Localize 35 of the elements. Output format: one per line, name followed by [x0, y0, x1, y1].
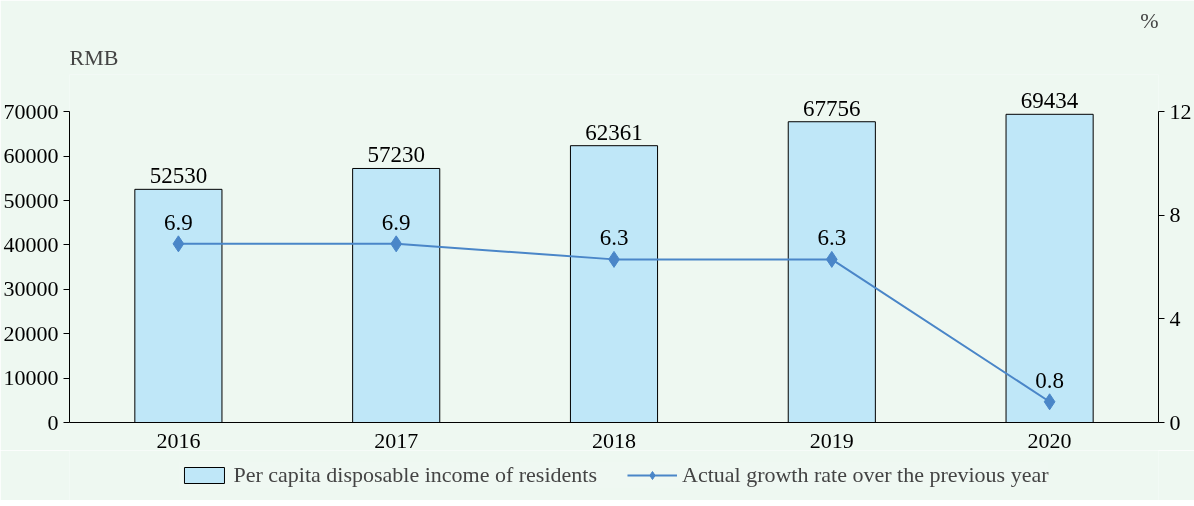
data-label: 62361 [585, 119, 643, 145]
y-tick-label: 60000 [3, 143, 59, 169]
x-tick-label: 2018 [592, 427, 636, 453]
y2-tick-label: 0 [1169, 409, 1181, 435]
data-label: 52530 [149, 163, 208, 189]
data-label: 57230 [367, 142, 425, 168]
y-axis-title: RMB [69, 44, 119, 70]
x-tick-label: 2017 [374, 427, 419, 453]
y2-axis-title: % [1140, 7, 1159, 33]
x-tick-label: 2016 [156, 427, 201, 453]
point [1043, 393, 1056, 411]
point [825, 250, 838, 268]
data-label: 67756 [803, 95, 861, 121]
y-tick-label: 20000 [3, 320, 59, 346]
y-tick-label: 30000 [3, 276, 59, 302]
point [172, 235, 185, 253]
y2-tick-label: 4 [1169, 305, 1181, 331]
y-tick-label: 70000 [3, 98, 59, 124]
y-tick-label: 0 [47, 409, 59, 435]
point [390, 235, 403, 253]
data-label: 6.3 [817, 225, 847, 251]
legend-label: Per capita disposable income of residents [233, 462, 597, 488]
x-tick-label: 2019 [809, 427, 854, 453]
y-tick-label: 40000 [3, 231, 59, 257]
data-label: 0.8 [1035, 367, 1064, 393]
data-label: 6.3 [599, 225, 629, 251]
y2-tick-label: 12 [1169, 98, 1192, 124]
data-label: 6.9 [381, 209, 411, 235]
legend-label: Actual growth rate over the previous year [681, 462, 1049, 488]
data-label: 6.9 [164, 209, 193, 235]
y-tick-label: 50000 [3, 187, 59, 213]
y2-tick-label: 8 [1169, 202, 1181, 228]
y-tick-label: 10000 [3, 365, 59, 391]
x-tick-label: 2020 [1027, 427, 1072, 453]
data-label: 69434 [1020, 88, 1079, 114]
